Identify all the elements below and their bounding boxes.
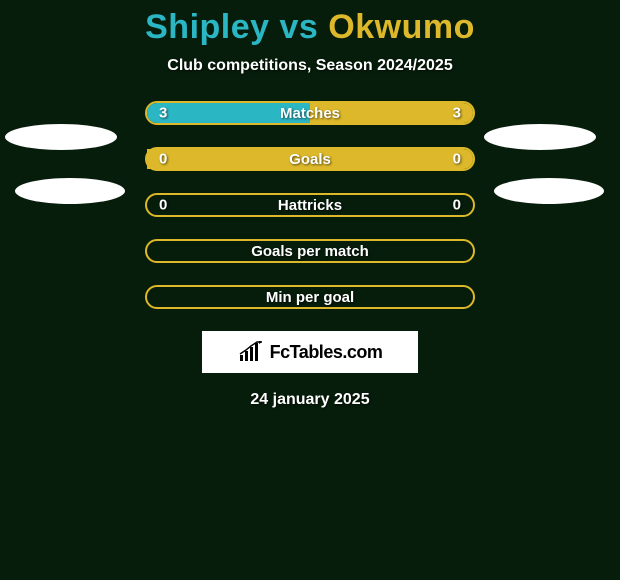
stat-value-right: 0 [453,197,461,214]
title-vs: vs [280,8,319,46]
stat-label: Goals [289,151,331,168]
stat-value-left: 3 [159,105,167,122]
page-title: Shipley vs Okwumo [145,8,475,47]
date-label: 24 january 2025 [250,391,369,409]
avatar-placeholder [15,178,125,204]
stat-label: Goals per match [251,243,369,260]
logo-badge: FcTables.com [202,331,418,373]
stat-row: Min per goal [145,285,475,309]
stat-value-right: 0 [453,151,461,168]
stat-row: 0 0 Goals [145,147,475,171]
avatar-placeholder [5,124,117,150]
stat-label: Matches [280,105,340,122]
stat-row: Goals per match [145,239,475,263]
avatar-placeholder [484,124,596,150]
stat-value-right: 3 [453,105,461,122]
stat-value-left: 0 [159,151,167,168]
title-player1: Shipley [145,8,269,46]
chart-icon [238,341,264,363]
subtitle: Club competitions, Season 2024/2025 [167,57,452,75]
stat-label: Min per goal [266,289,354,306]
comparison-card: Shipley vs Okwumo Club competitions, Sea… [0,0,620,409]
stat-label: Hattricks [278,197,342,214]
avatar-placeholder [494,178,604,204]
stat-row: 0 0 Hattricks [145,193,475,217]
logo-text: FcTables.com [270,342,383,363]
stat-value-left: 0 [159,197,167,214]
title-player2: Okwumo [328,8,475,46]
stat-row: 3 3 Matches [145,101,475,125]
